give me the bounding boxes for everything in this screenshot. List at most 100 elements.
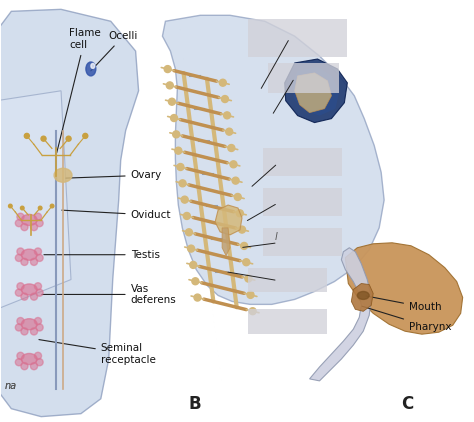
Circle shape <box>224 112 230 119</box>
Polygon shape <box>292 67 339 116</box>
Ellipse shape <box>91 63 95 68</box>
Circle shape <box>185 229 192 236</box>
Circle shape <box>35 317 42 325</box>
Circle shape <box>241 243 247 249</box>
Text: Ocelli: Ocelli <box>91 31 138 71</box>
Circle shape <box>30 224 37 231</box>
Polygon shape <box>163 15 384 304</box>
Polygon shape <box>0 91 71 309</box>
Circle shape <box>226 128 233 135</box>
Circle shape <box>35 248 42 255</box>
Polygon shape <box>295 73 331 113</box>
Text: B: B <box>189 395 201 413</box>
Text: Pharynx: Pharynx <box>362 306 452 332</box>
Circle shape <box>21 258 28 265</box>
Circle shape <box>173 131 180 138</box>
Circle shape <box>21 362 28 370</box>
Circle shape <box>192 278 199 285</box>
Ellipse shape <box>54 168 72 182</box>
Circle shape <box>249 308 256 315</box>
Polygon shape <box>346 243 463 334</box>
Ellipse shape <box>357 292 369 300</box>
Circle shape <box>83 133 88 138</box>
Circle shape <box>30 362 37 370</box>
Circle shape <box>17 317 24 325</box>
Ellipse shape <box>21 249 37 260</box>
Circle shape <box>194 294 201 301</box>
Circle shape <box>9 204 12 208</box>
Circle shape <box>15 219 22 227</box>
Text: Flame
cell: Flame cell <box>57 28 101 153</box>
Text: Testis: Testis <box>44 250 160 260</box>
FancyBboxPatch shape <box>263 228 342 256</box>
Circle shape <box>243 259 250 266</box>
Circle shape <box>175 147 182 154</box>
Circle shape <box>190 262 197 268</box>
Circle shape <box>30 293 37 300</box>
Circle shape <box>36 254 43 262</box>
Circle shape <box>17 283 24 290</box>
Circle shape <box>237 210 243 217</box>
FancyBboxPatch shape <box>248 309 328 334</box>
Circle shape <box>179 180 186 187</box>
Text: l: l <box>275 232 278 242</box>
Circle shape <box>245 275 252 282</box>
Circle shape <box>21 293 28 300</box>
Circle shape <box>168 98 175 105</box>
Circle shape <box>219 79 226 86</box>
Circle shape <box>188 245 195 252</box>
Ellipse shape <box>21 284 37 295</box>
Circle shape <box>38 206 42 210</box>
Polygon shape <box>310 248 371 381</box>
Circle shape <box>230 161 237 168</box>
FancyBboxPatch shape <box>263 188 342 216</box>
Circle shape <box>50 204 54 208</box>
Circle shape <box>36 359 43 366</box>
Text: Ovary: Ovary <box>66 170 162 180</box>
Ellipse shape <box>21 214 37 225</box>
Circle shape <box>221 95 228 103</box>
Circle shape <box>35 352 42 360</box>
Text: Mouth: Mouth <box>366 296 442 312</box>
FancyBboxPatch shape <box>263 149 342 176</box>
Circle shape <box>15 289 22 296</box>
Polygon shape <box>222 228 230 256</box>
Circle shape <box>20 206 24 210</box>
Ellipse shape <box>21 354 37 365</box>
Text: Oviduct: Oviduct <box>62 210 171 220</box>
FancyBboxPatch shape <box>268 63 339 93</box>
Circle shape <box>30 258 37 265</box>
Polygon shape <box>0 9 138 417</box>
Circle shape <box>21 328 28 335</box>
Circle shape <box>36 289 43 296</box>
Circle shape <box>15 359 22 366</box>
Circle shape <box>41 136 46 141</box>
Polygon shape <box>351 284 373 311</box>
Circle shape <box>166 82 173 89</box>
Circle shape <box>171 114 178 122</box>
Circle shape <box>66 136 71 141</box>
Polygon shape <box>215 205 242 235</box>
Circle shape <box>238 226 246 233</box>
Circle shape <box>181 196 188 203</box>
Circle shape <box>24 133 29 138</box>
Circle shape <box>164 65 171 73</box>
Text: Seminal
receptacle: Seminal receptacle <box>39 340 155 365</box>
Circle shape <box>232 177 239 184</box>
Circle shape <box>183 213 191 219</box>
Circle shape <box>228 144 235 151</box>
Text: Vas
deferens: Vas deferens <box>42 284 176 305</box>
Text: na: na <box>4 381 17 391</box>
Circle shape <box>21 224 28 231</box>
Text: na: na <box>4 381 17 391</box>
Polygon shape <box>285 59 347 122</box>
FancyBboxPatch shape <box>248 268 328 292</box>
Circle shape <box>35 283 42 290</box>
Circle shape <box>36 219 43 227</box>
Circle shape <box>247 292 254 298</box>
Circle shape <box>17 213 24 220</box>
Ellipse shape <box>86 62 96 76</box>
Circle shape <box>17 352 24 360</box>
Circle shape <box>177 163 184 170</box>
Circle shape <box>35 213 42 220</box>
